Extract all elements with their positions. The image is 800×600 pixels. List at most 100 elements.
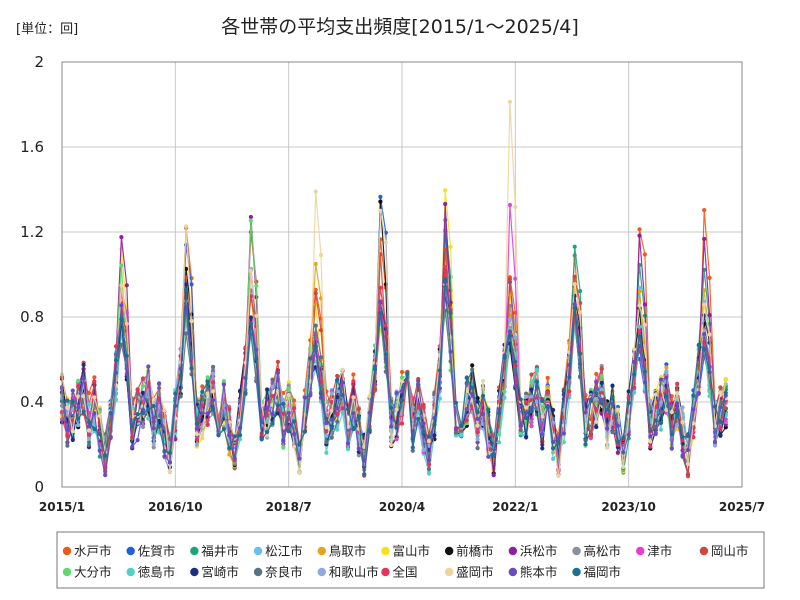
- data-point: [572, 274, 577, 279]
- chart-title: 各世帯の平均支出頻度[2015/1～2025/4]: [221, 16, 579, 38]
- data-point: [486, 454, 491, 459]
- data-point: [702, 236, 707, 242]
- data-point: [399, 375, 405, 380]
- data-point: [426, 434, 432, 439]
- data-point: [248, 218, 253, 223]
- data-point: [324, 440, 329, 445]
- data-point: [642, 302, 648, 307]
- data-point: [507, 329, 512, 334]
- data-point: [140, 384, 146, 389]
- data-point: [92, 375, 97, 380]
- data-point: [588, 398, 594, 403]
- data-point: [648, 439, 653, 444]
- legend-label: 浜松市: [520, 544, 558, 559]
- data-point: [275, 359, 280, 364]
- data-point: [605, 426, 610, 431]
- data-point: [313, 189, 318, 194]
- data-point: [318, 355, 324, 360]
- data-point: [362, 472, 367, 477]
- legend-label: 福井市: [201, 544, 239, 559]
- data-point: [448, 349, 453, 354]
- data-point: [637, 334, 642, 339]
- x-axis-ticks: 2015/1 2016/10 2018/7 2020/4 2022/1 2023/10 20…: [39, 500, 765, 514]
- data-point: [626, 389, 631, 394]
- data-point: [399, 398, 405, 403]
- data-point: [561, 440, 567, 445]
- data-point: [270, 421, 275, 426]
- data-point: [410, 448, 415, 453]
- data-point: [707, 332, 712, 337]
- data-point: [151, 442, 156, 447]
- data-point: [162, 408, 167, 413]
- data-point: [723, 376, 728, 381]
- data-point: [394, 437, 399, 442]
- legend-label: 熊本市: [520, 565, 558, 580]
- data-point: [81, 362, 86, 367]
- data-point: [572, 244, 577, 249]
- data-point: [464, 407, 469, 412]
- data-point: [464, 375, 469, 381]
- data-point: [178, 385, 183, 390]
- data-point: [205, 379, 210, 385]
- data-point: [475, 446, 480, 451]
- data-point: [691, 435, 696, 440]
- data-point: [378, 194, 383, 199]
- data-point: [664, 407, 669, 412]
- data-point: [653, 430, 658, 436]
- data-point: [453, 400, 459, 405]
- legend-marker: [381, 567, 390, 577]
- data-point: [583, 410, 588, 415]
- series-line: [61, 279, 727, 475]
- data-point: [70, 388, 75, 393]
- legend-marker: [62, 546, 72, 556]
- data-point: [545, 405, 550, 410]
- data-point: [297, 442, 302, 447]
- data-point: [167, 460, 172, 465]
- legend-label: 大分市: [74, 565, 112, 580]
- data-point: [329, 391, 334, 396]
- data-point: [594, 387, 599, 392]
- data-point: [324, 420, 329, 425]
- series-line: [61, 281, 727, 476]
- data-point: [669, 409, 674, 415]
- data-point: [254, 283, 259, 288]
- data-point: [658, 377, 664, 382]
- data-point: [97, 413, 102, 418]
- data-point: [718, 426, 723, 431]
- data-point: [205, 422, 210, 427]
- data-point: [702, 347, 707, 352]
- data-point: [281, 445, 286, 450]
- x-tick-label: 2023/10: [601, 500, 655, 514]
- data-point: [189, 366, 194, 371]
- data-point: [426, 439, 432, 444]
- data-point: [443, 268, 448, 273]
- data-point: [113, 358, 119, 363]
- data-point: [270, 412, 275, 417]
- data-point: [669, 432, 674, 437]
- data-point: [680, 435, 685, 440]
- data-point: [345, 441, 351, 446]
- y-tick-label: 0.8: [20, 308, 44, 326]
- data-point: [513, 384, 518, 389]
- data-point: [626, 432, 631, 437]
- data-point: [621, 464, 626, 469]
- data-point: [524, 400, 529, 405]
- data-point: [637, 233, 642, 238]
- data-point: [351, 395, 356, 400]
- data-point: [453, 433, 459, 438]
- legend-label: 福岡市: [584, 565, 622, 580]
- data-point: [653, 392, 658, 397]
- data-point: [340, 367, 345, 372]
- y-tick-label: 0: [34, 478, 44, 496]
- data-point: [702, 288, 707, 293]
- data-point: [324, 399, 329, 404]
- data-point: [675, 391, 680, 396]
- data-point: [675, 401, 680, 406]
- legend-label: 宮崎市: [201, 565, 239, 580]
- data-point: [221, 426, 226, 431]
- x-tick-label: 2015/1: [39, 500, 85, 514]
- data-point: [594, 391, 599, 396]
- data-point: [394, 391, 399, 396]
- data-point: [648, 398, 653, 404]
- data-point: [65, 427, 70, 432]
